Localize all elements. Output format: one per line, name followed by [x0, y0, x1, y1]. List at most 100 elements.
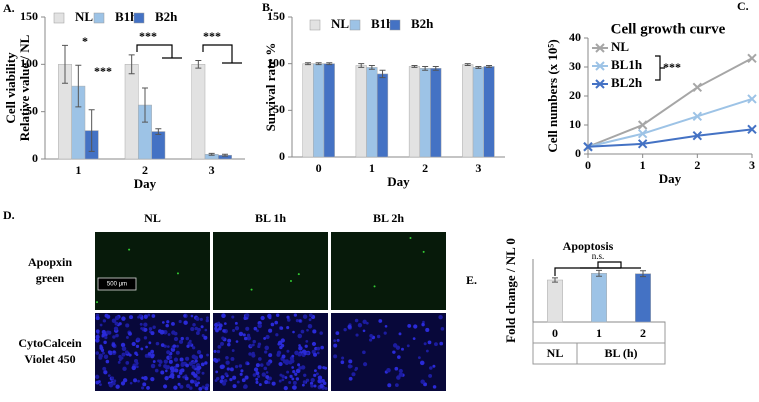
bar [430, 68, 442, 158]
cell [107, 374, 111, 377]
error-bar [368, 65, 375, 70]
cell [204, 386, 209, 391]
cell [253, 367, 259, 372]
cell [230, 357, 235, 361]
error-bar [596, 269, 602, 277]
image-bg [95, 232, 210, 310]
cell [244, 375, 249, 380]
cell [206, 316, 209, 320]
y-axis-label: Relative value / NL [17, 34, 32, 141]
cell [167, 345, 170, 348]
cell [121, 346, 127, 352]
cell [276, 352, 281, 357]
cell [281, 378, 285, 382]
cell [185, 336, 190, 341]
cell [198, 386, 203, 391]
cell [270, 322, 275, 327]
legend-swatch [133, 12, 145, 24]
cell [308, 313, 313, 318]
cell [305, 378, 310, 383]
cell [177, 382, 181, 386]
y-tick-label: 40 [569, 30, 581, 44]
cell [292, 380, 297, 385]
cell [265, 375, 270, 379]
cell [231, 315, 235, 319]
cell [219, 341, 224, 346]
cell [265, 371, 269, 374]
cell [112, 335, 116, 339]
cell [175, 350, 180, 355]
cell [189, 386, 193, 390]
cell [313, 369, 317, 373]
scale-bar-label: 500 μm [107, 282, 127, 288]
cell [168, 359, 173, 364]
x-tick-label: 2 [694, 158, 700, 172]
cell [147, 313, 151, 317]
cell [394, 383, 399, 388]
cell [180, 336, 184, 341]
cell [152, 325, 156, 329]
cell [125, 360, 130, 365]
cell [392, 343, 398, 348]
cell [289, 280, 292, 283]
cell [267, 381, 271, 384]
cell [278, 379, 282, 383]
cell [229, 378, 233, 382]
cell [397, 355, 401, 359]
cell [423, 342, 427, 346]
annotation: *** [139, 29, 157, 43]
cell [194, 383, 199, 387]
cell [308, 324, 312, 329]
cell [281, 374, 285, 378]
x-tick-label: 2 [640, 326, 646, 340]
bar [472, 67, 484, 158]
cell [434, 342, 438, 347]
cell [227, 338, 232, 343]
cell [286, 370, 290, 374]
cell [297, 333, 303, 339]
cell [255, 371, 259, 374]
cell [163, 359, 168, 364]
cell [147, 352, 152, 356]
point-marker [747, 94, 757, 104]
cell [261, 372, 266, 377]
y-tick-label: 50 [26, 103, 38, 117]
cell [286, 315, 290, 319]
cell [428, 373, 433, 378]
cell [201, 371, 205, 375]
cell [143, 314, 148, 319]
cell [143, 322, 148, 327]
cell [265, 334, 270, 340]
cell [95, 338, 100, 343]
cell [193, 380, 198, 385]
cell [222, 381, 227, 386]
cell [333, 339, 337, 343]
y-axis-label: Cell viability [3, 52, 18, 124]
error-bar [88, 109, 95, 152]
cell [200, 325, 204, 329]
cell [203, 335, 208, 340]
x-tick-label: 3 [749, 158, 755, 172]
cell [246, 335, 252, 341]
cell [425, 349, 429, 353]
error-bar [208, 152, 215, 156]
cell [114, 321, 119, 326]
cell [427, 340, 432, 345]
cell [268, 328, 273, 333]
cell [192, 346, 196, 350]
cell [197, 365, 202, 370]
cell [246, 362, 250, 366]
cell [258, 357, 262, 361]
cell [178, 371, 183, 375]
cell [141, 376, 144, 380]
cell [113, 326, 119, 331]
cell [121, 352, 126, 357]
cell [263, 336, 267, 340]
cell [176, 272, 179, 275]
legend-label: BL1h [611, 57, 643, 72]
x-tick-label: 0 [316, 161, 322, 175]
error-bar [75, 64, 82, 108]
cell [369, 334, 373, 338]
cell [140, 386, 145, 390]
cell [175, 344, 179, 348]
